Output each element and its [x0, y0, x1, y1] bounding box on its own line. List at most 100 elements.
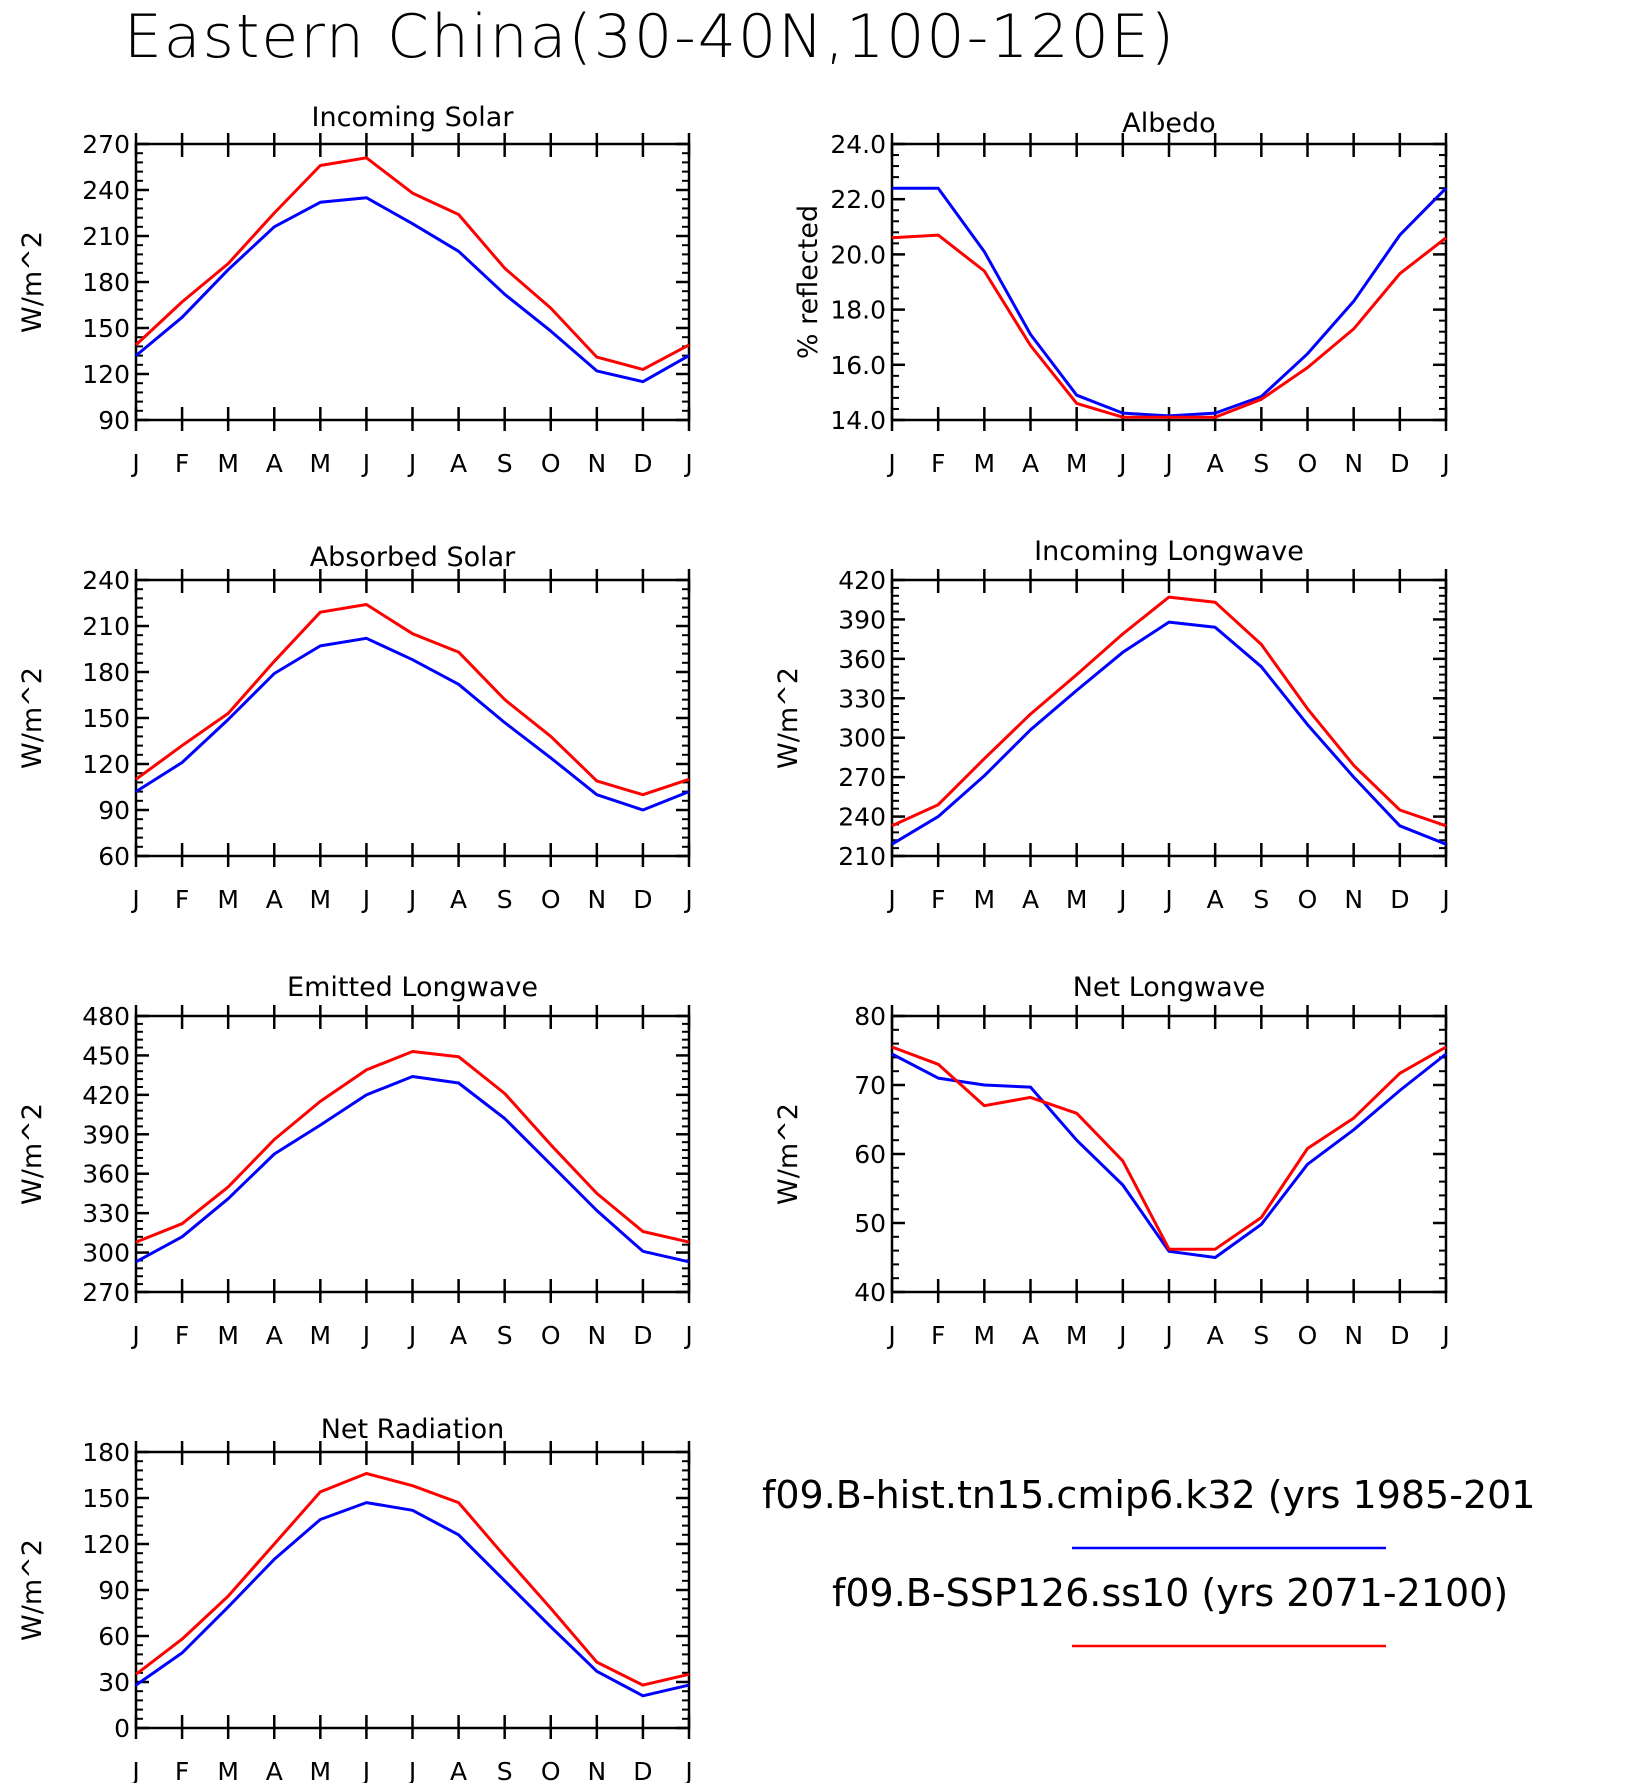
- y-tick-label: 210: [82, 222, 130, 251]
- x-tick-label: S: [1253, 885, 1269, 914]
- panel-title: Emitted Longwave: [287, 972, 538, 1003]
- x-tick-label: J: [130, 1321, 139, 1350]
- series-line-hist: [892, 186, 1448, 418]
- y-tick-label: 90: [98, 406, 130, 435]
- x-tick-label: M: [217, 885, 239, 914]
- y-tick-label: 210: [838, 842, 886, 871]
- x-tick-label: J: [1117, 885, 1126, 914]
- x-tick-label: N: [587, 1321, 606, 1350]
- x-tick-label: D: [633, 1757, 652, 1783]
- y-tick-label: 450: [82, 1041, 130, 1070]
- x-tick-label: J: [683, 1321, 692, 1350]
- x-tick-label: M: [310, 1757, 332, 1783]
- y-tick-label: 18.0: [830, 296, 886, 325]
- x-tick-label: A: [1207, 1321, 1224, 1350]
- x-tick-label: N: [587, 1757, 606, 1783]
- y-tick-label: 22.0: [830, 185, 886, 214]
- y-axis-label: W/m^2: [17, 1539, 48, 1641]
- y-tick-label: 60: [98, 842, 130, 871]
- panel-title: Incoming Solar: [312, 102, 515, 133]
- y-tick-label: 330: [838, 684, 886, 713]
- x-tick-label: J: [130, 1757, 139, 1783]
- plot-frame: [134, 1450, 691, 1730]
- y-tick-label: 180: [82, 268, 130, 297]
- x-tick-label: O: [541, 885, 561, 914]
- x-tick-label: J: [361, 449, 370, 478]
- x-tick-label: M: [310, 885, 332, 914]
- plot-frame: [134, 142, 691, 422]
- x-tick-label: A: [1207, 449, 1224, 478]
- series-line-hist: [135, 636, 690, 812]
- x-tick-label: J: [1440, 1321, 1449, 1350]
- series-line-ssp: [135, 1472, 690, 1687]
- y-tick-label: 120: [82, 360, 130, 389]
- y-tick-label: 300: [838, 724, 886, 753]
- x-tick-label: J: [683, 449, 692, 478]
- series-line-hist: [891, 1052, 1447, 1259]
- x-tick-label: S: [1253, 1321, 1269, 1350]
- x-tick-label: N: [1344, 885, 1363, 914]
- panel-title: Incoming Longwave: [1034, 536, 1304, 567]
- x-tick-label: M: [217, 1757, 239, 1783]
- x-tick-label: A: [1022, 885, 1039, 914]
- series-line-ssp: [135, 1050, 690, 1244]
- y-tick-label: 480: [82, 1002, 130, 1031]
- plot-frame: [134, 578, 691, 858]
- x-tick-label: O: [541, 1757, 561, 1783]
- x-tick-label: M: [974, 1321, 996, 1350]
- y-tick-label: 180: [82, 658, 130, 687]
- x-tick-label: J: [1163, 449, 1172, 478]
- y-tick-label: 14.0: [830, 406, 886, 435]
- x-tick-label: O: [1298, 449, 1318, 478]
- x-tick-label: M: [1066, 449, 1088, 478]
- series-line-ssp: [891, 233, 1447, 419]
- x-tick-label: M: [974, 885, 996, 914]
- y-tick-label: 20.0: [830, 240, 886, 269]
- panel-title: Net Radiation: [321, 1414, 505, 1445]
- y-axis-label: W/m^2: [17, 1103, 48, 1205]
- x-tick-label: M: [310, 1321, 332, 1350]
- x-tick-label: F: [931, 1321, 945, 1350]
- page-title: Eastern China(30-40N,100-120E): [123, 2, 1177, 72]
- y-tick-label: 120: [82, 1530, 130, 1559]
- x-tick-label: M: [974, 449, 996, 478]
- panel-1: J F M A M J J A S O N D J14.016.018.020.022.024.0Alb…: [793, 108, 1450, 478]
- x-tick-label: S: [497, 885, 513, 914]
- y-axis-label: W/m^2: [773, 667, 804, 769]
- x-tick-label: A: [450, 449, 467, 478]
- x-tick-label: J: [886, 885, 895, 914]
- x-tick-label: F: [175, 885, 189, 914]
- y-tick-label: 360: [82, 1160, 130, 1189]
- x-tick-label: F: [175, 449, 189, 478]
- y-tick-label: 90: [98, 1576, 130, 1605]
- x-tick-label: J: [361, 1757, 370, 1783]
- y-tick-label: 150: [82, 1484, 130, 1513]
- x-tick-label: O: [541, 449, 561, 478]
- x-tick-label: J: [130, 449, 139, 478]
- y-tick-label: 24.0: [830, 130, 886, 159]
- panel-title: Net Longwave: [1073, 972, 1266, 1003]
- x-tick-label: A: [450, 1757, 467, 1783]
- panel-0: J F M A M J J A S O N D J90120150180210240270Incomin…: [17, 102, 693, 478]
- x-tick-label: O: [1298, 1321, 1318, 1350]
- series-line-hist: [135, 1075, 690, 1264]
- x-tick-label: F: [175, 1321, 189, 1350]
- legend-label: f09.B-SSP126.ss10 (yrs 2071-2100): [832, 1571, 1508, 1615]
- x-tick-label: D: [633, 449, 652, 478]
- x-tick-label: A: [1207, 885, 1224, 914]
- x-tick-label: J: [1117, 1321, 1126, 1350]
- y-tick-label: 270: [838, 763, 886, 792]
- plot-frame: [890, 142, 1448, 422]
- plot-frame: [134, 1014, 691, 1294]
- y-tick-label: 270: [82, 1278, 130, 1307]
- x-tick-label: J: [407, 449, 416, 478]
- y-tick-label: 240: [82, 176, 130, 205]
- y-tick-label: 120: [82, 750, 130, 779]
- x-tick-label: A: [266, 885, 283, 914]
- y-tick-label: 240: [82, 566, 130, 595]
- x-tick-label: J: [1440, 449, 1449, 478]
- x-tick-label: J: [361, 1321, 370, 1350]
- y-tick-label: 90: [98, 796, 130, 825]
- y-axis-label: W/m^2: [17, 231, 48, 333]
